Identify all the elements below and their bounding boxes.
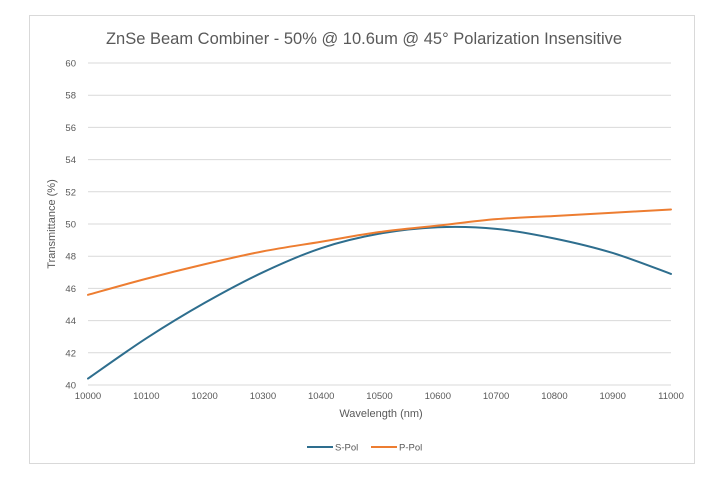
y-tick-label: 46 <box>65 284 76 295</box>
series-lines <box>87 208 672 380</box>
x-tick-label: 10600 <box>425 391 451 402</box>
y-tick-label: 54 <box>65 155 76 166</box>
x-axis-label: Wavelength (nm) <box>339 408 422 420</box>
x-tick-label: 10500 <box>366 391 392 402</box>
y-tick-label: 58 <box>65 91 76 102</box>
y-tick-label: 42 <box>65 348 76 359</box>
chart-frame <box>29 15 695 464</box>
x-tick-label: 10000 <box>75 391 101 402</box>
x-tick-label: 11000 <box>658 391 684 402</box>
y-tick-label: 40 <box>65 381 76 392</box>
x-tick-label: 10800 <box>541 391 567 402</box>
legend-label-s-pol: S-Pol <box>335 443 358 454</box>
series-line-s-pol <box>87 225 672 380</box>
x-tick-label: 10400 <box>308 391 334 402</box>
y-tick-label: 56 <box>65 123 76 134</box>
y-tick-label: 50 <box>65 220 76 231</box>
x-axis-ticks: 10000 10100 10200 10300 10400 10500 10600 10700… <box>75 391 684 402</box>
chart-title: ZnSe Beam Combiner - 50% @ 10.6um @ 45° … <box>106 30 622 48</box>
series-line-p-pol <box>87 208 672 296</box>
y-axis-label: Transmittance (%) <box>46 179 58 268</box>
y-tick-label: 48 <box>65 252 76 263</box>
gridlines <box>88 62 671 386</box>
legend: S-Pol P-Pol <box>307 443 422 454</box>
y-tick-label: 52 <box>65 187 76 198</box>
x-tick-label: 10700 <box>483 391 509 402</box>
x-tick-label: 10100 <box>133 391 159 402</box>
y-tick-label: 44 <box>65 316 76 327</box>
legend-label-p-pol: P-Pol <box>399 443 422 454</box>
x-tick-label: 10200 <box>191 391 217 402</box>
x-tick-label: 10900 <box>599 391 625 402</box>
y-axis-ticks: 40 42 44 46 48 50 52 54 56 58 60 <box>65 59 76 392</box>
x-tick-label: 10300 <box>250 391 276 402</box>
y-tick-label: 60 <box>65 59 76 70</box>
